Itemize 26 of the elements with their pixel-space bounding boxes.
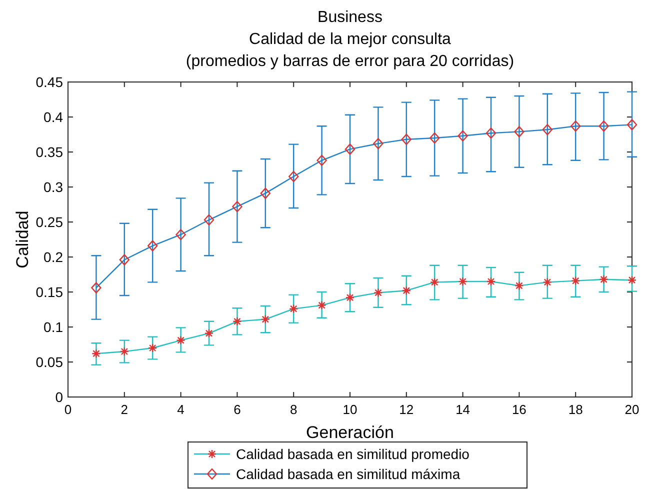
- y-tick-label: 0.1: [44, 319, 64, 335]
- y-tick-label: 0.35: [36, 144, 64, 160]
- x-tick-label: 12: [399, 402, 414, 417]
- y-tick-label: 0.15: [36, 284, 64, 300]
- y-tick-label: 0.05: [36, 354, 64, 370]
- x-tick-label: 8: [290, 402, 298, 417]
- y-tick-label: 0.3: [44, 179, 64, 195]
- y-tick-label: 0.2: [44, 249, 64, 265]
- x-tick-label: 18: [568, 402, 583, 417]
- legend-label: Calidad basada en similitud promedio: [236, 446, 470, 462]
- x-tick-label: 20: [624, 402, 640, 417]
- x-tick-label: 2: [120, 402, 128, 417]
- y-tick-label: 0.25: [36, 214, 64, 230]
- legend-label: Calidad basada en similitud máxima: [236, 466, 460, 482]
- x-tick-label: 14: [456, 402, 470, 417]
- y-tick-label: 0: [55, 389, 64, 405]
- x-tick-label: 10: [342, 402, 358, 417]
- x-tick-label: 16: [512, 402, 526, 417]
- y-tick-label: 0.45: [36, 74, 64, 90]
- y-tick-label: 0.4: [44, 109, 64, 125]
- y-axis-title: Calidad: [13, 210, 32, 268]
- chart-title: Business: [318, 9, 382, 26]
- x-tick-label: 6: [234, 402, 241, 417]
- chart-subtitle: Calidad de la mejor consulta (promedios y barras de error para 20 corridas): [186, 31, 514, 70]
- x-tick-label: 4: [177, 402, 184, 417]
- x-axis-title: Generación: [306, 423, 394, 442]
